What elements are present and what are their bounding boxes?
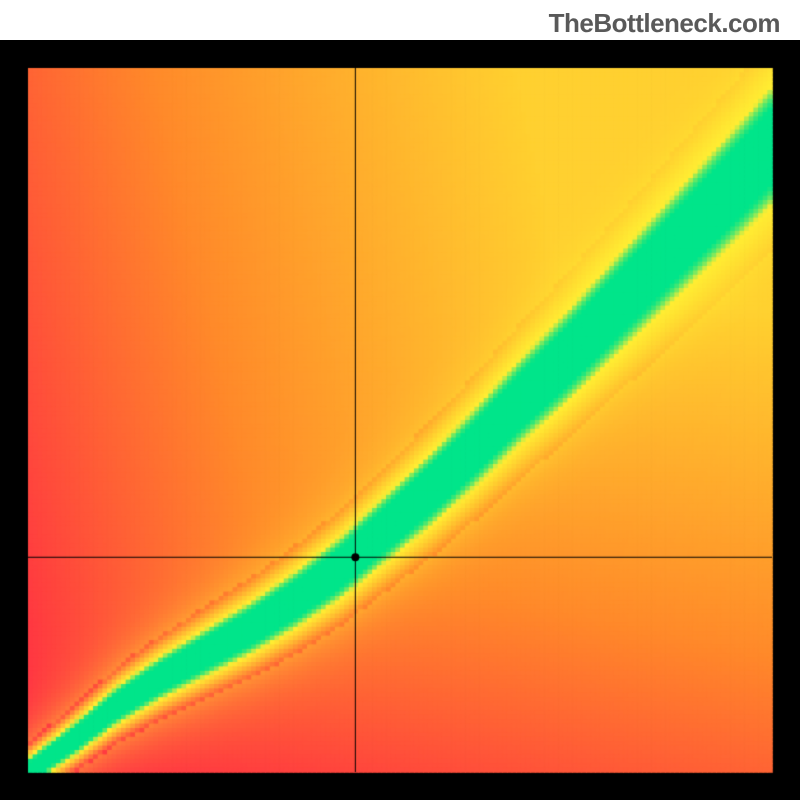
watermark-text: TheBottleneck.com bbox=[549, 8, 780, 39]
bottleneck-heatmap bbox=[0, 40, 800, 800]
